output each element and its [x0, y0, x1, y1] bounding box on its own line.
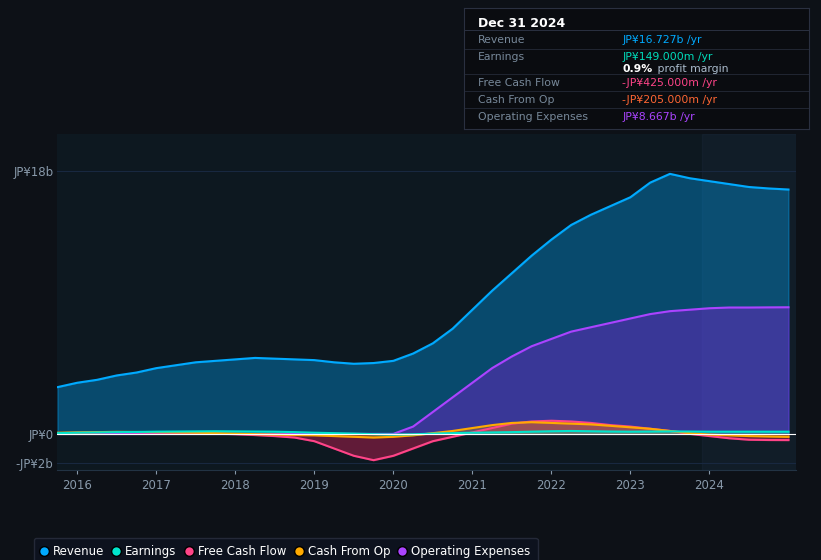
Text: profit margin: profit margin — [654, 64, 728, 73]
Text: Dec 31 2024: Dec 31 2024 — [478, 17, 565, 30]
Text: Revenue: Revenue — [478, 35, 525, 45]
Text: Free Cash Flow: Free Cash Flow — [478, 78, 560, 88]
Text: 0.9%: 0.9% — [622, 64, 653, 73]
Text: Cash From Op: Cash From Op — [478, 95, 554, 105]
Text: JP¥8.667b /yr: JP¥8.667b /yr — [622, 112, 695, 122]
Text: Operating Expenses: Operating Expenses — [478, 112, 588, 122]
Text: -JP¥425.000m /yr: -JP¥425.000m /yr — [622, 78, 718, 88]
Text: Earnings: Earnings — [478, 52, 525, 62]
Text: JP¥149.000m /yr: JP¥149.000m /yr — [622, 52, 713, 62]
Bar — [701, 134, 796, 470]
Text: JP¥16.727b /yr: JP¥16.727b /yr — [622, 35, 702, 45]
Text: -JP¥205.000m /yr: -JP¥205.000m /yr — [622, 95, 718, 105]
Legend: Revenue, Earnings, Free Cash Flow, Cash From Op, Operating Expenses: Revenue, Earnings, Free Cash Flow, Cash … — [34, 538, 538, 560]
